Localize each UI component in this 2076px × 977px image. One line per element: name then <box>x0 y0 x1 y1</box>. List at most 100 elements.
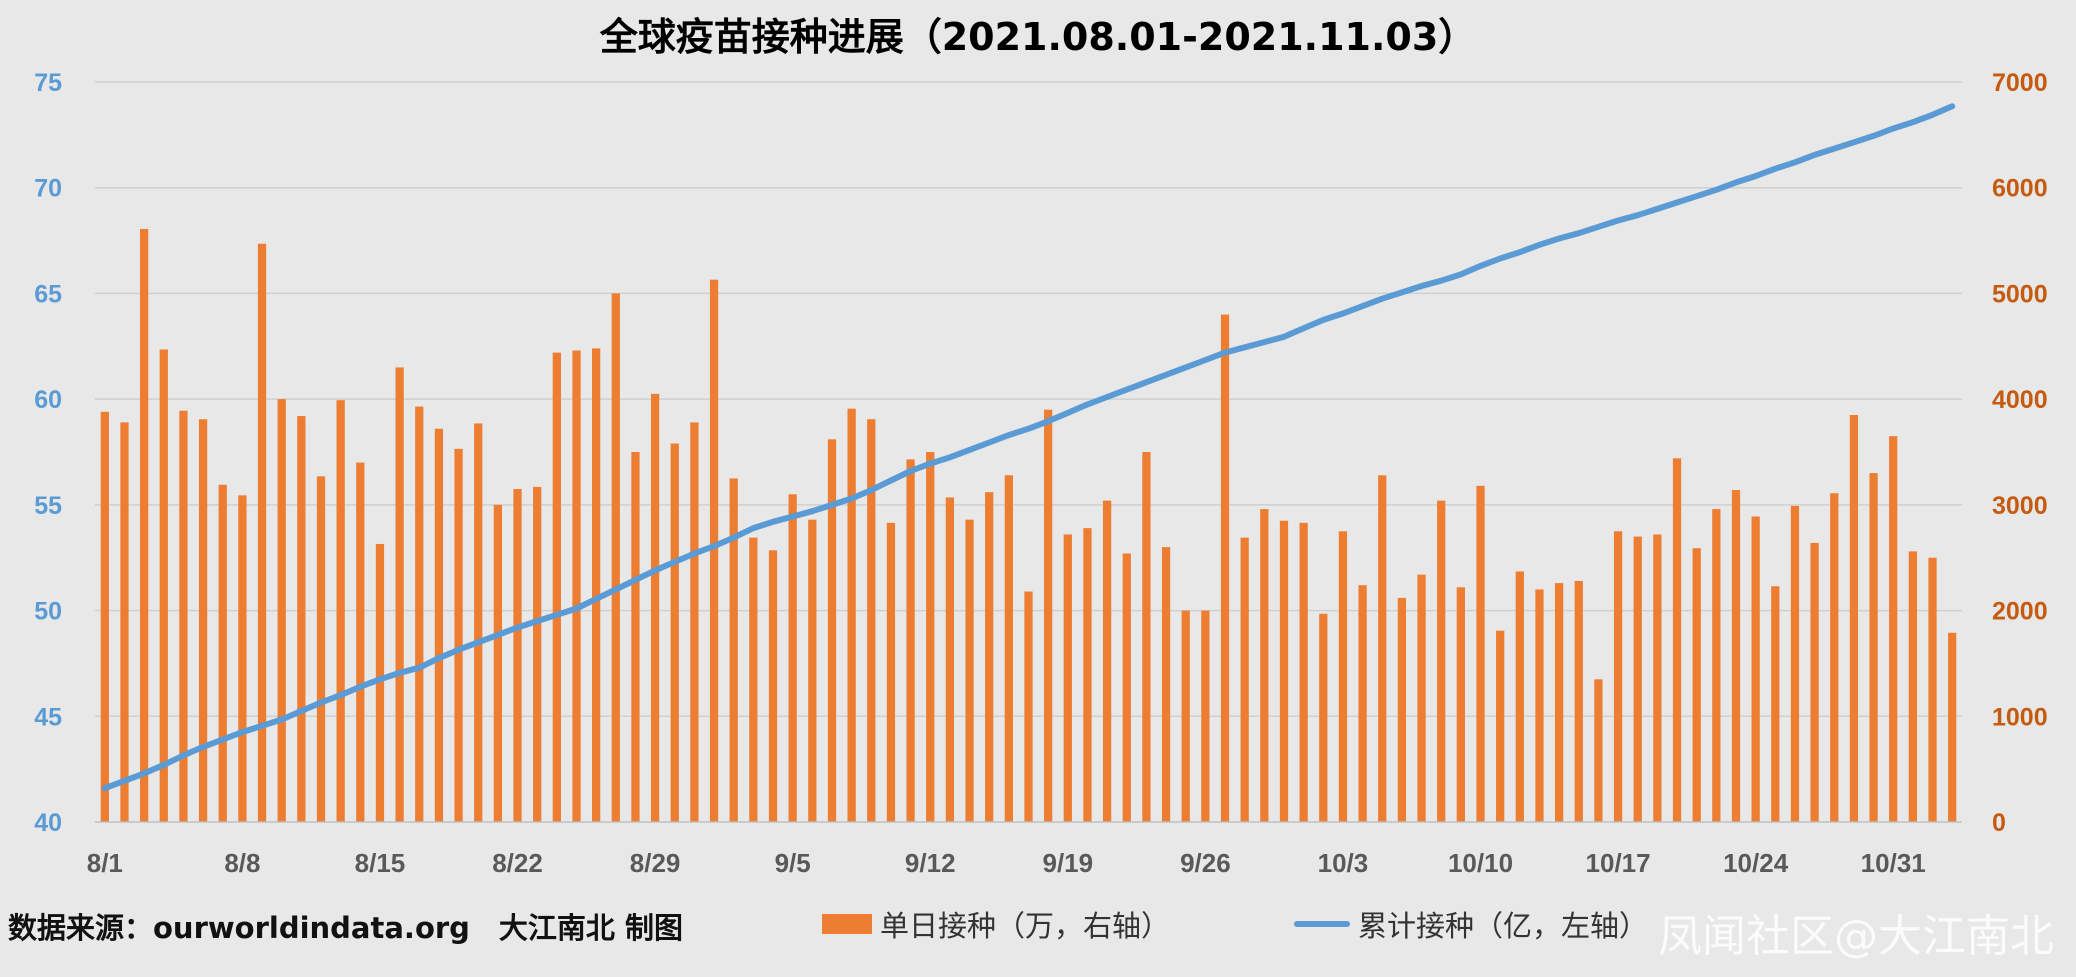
right-axis: 0 1000 2000 3000 4000 5000 6000 7000 <box>1992 69 2048 837</box>
bar <box>120 422 129 822</box>
x-axis-tick-label: 10/10 <box>1448 848 1513 878</box>
bar <box>140 228 149 822</box>
bar <box>1653 534 1662 822</box>
bar <box>827 439 837 822</box>
bar <box>1240 537 1249 822</box>
x-axis-tick-label: 8/29 <box>630 848 681 878</box>
bar <box>1181 610 1190 822</box>
left-axis-tick-label: 65 <box>34 280 62 308</box>
bar <box>1319 613 1328 822</box>
bar <box>1201 610 1210 822</box>
bar <box>1672 458 1682 822</box>
bar <box>592 348 601 822</box>
right-axis-tick-label: 6000 <box>1992 175 2048 203</box>
bar <box>474 423 483 822</box>
bar <box>277 399 286 822</box>
bar <box>788 494 797 822</box>
bar <box>1299 522 1308 822</box>
bar <box>1849 415 1859 822</box>
x-axis-tick-label: 10/3 <box>1318 848 1369 878</box>
bar <box>238 495 247 822</box>
bar <box>1161 547 1171 822</box>
bar <box>1790 505 1800 822</box>
line-series-cumulative <box>101 103 1956 792</box>
right-axis-tick-label: 5000 <box>1992 280 2048 308</box>
bar <box>1279 520 1289 822</box>
right-axis-tick-label: 3000 <box>1992 492 2048 520</box>
cumulative-line <box>101 103 1956 792</box>
right-axis-tick-label: 1000 <box>1992 703 2048 731</box>
x-axis-tick-label: 9/12 <box>905 848 956 878</box>
bar <box>395 367 404 822</box>
right-axis-tick-label: 7000 <box>1992 69 2048 97</box>
x-axis-tick-label: 9/26 <box>1180 848 1231 878</box>
bar <box>297 416 306 822</box>
bar <box>375 543 385 822</box>
bar <box>1004 475 1013 822</box>
legend-label-cumulative: 累计接种（亿，左轴） <box>1358 909 1649 943</box>
bar <box>631 452 640 822</box>
bar <box>906 459 915 822</box>
bar <box>316 476 326 822</box>
bar <box>1574 580 1583 822</box>
bar <box>179 410 188 822</box>
bar <box>926 452 935 822</box>
legend-item-daily: 单日接种（万，右轴） <box>822 903 1170 945</box>
x-axis-tick-label: 10/31 <box>1861 848 1926 878</box>
bar <box>1358 585 1367 822</box>
bar <box>356 462 365 822</box>
legend-swatch-line <box>1294 921 1350 927</box>
bar <box>749 537 758 822</box>
bar <box>1083 528 1092 822</box>
bar <box>572 350 581 822</box>
bar <box>945 497 955 822</box>
grid-lines <box>95 81 1962 718</box>
x-axis-tick-label: 10/24 <box>1723 848 1789 878</box>
bar <box>552 352 561 822</box>
legend-swatch-bar <box>822 914 872 934</box>
left-axis: 40 45 50 55 60 65 70 75 <box>34 69 62 837</box>
bar <box>1554 583 1564 822</box>
bar-series-daily <box>100 228 1957 823</box>
bar <box>650 393 660 822</box>
left-axis-tick-label: 45 <box>34 703 62 731</box>
x-axis-tick-label: 8/22 <box>492 848 543 878</box>
left-axis-tick-label: 55 <box>34 492 62 520</box>
bar <box>985 492 994 822</box>
bar <box>1476 485 1485 822</box>
bar <box>1122 553 1131 822</box>
left-axis-tick-label: 60 <box>34 386 62 414</box>
x-axis-tick-label: 9/19 <box>1043 848 1094 878</box>
bar <box>100 411 109 822</box>
right-axis-tick-label: 2000 <box>1992 598 2048 626</box>
bar <box>690 422 699 822</box>
right-axis-tick-label: 4000 <box>1992 386 2048 414</box>
watermark: 凤闻社区@大江南北 <box>1658 911 2054 962</box>
bar <box>434 428 444 822</box>
bar <box>1594 679 1603 822</box>
x-axis: 8/1 8/8 8/15 8/22 8/29 9/5 9/12 9/19 9/26 10/3 10/… <box>87 821 1962 878</box>
bar <box>1397 597 1407 822</box>
bar <box>1496 630 1505 822</box>
x-axis-tick-label: 8/8 <box>224 848 260 878</box>
bar <box>1948 632 1957 822</box>
bar <box>867 419 876 822</box>
bar <box>1751 516 1760 822</box>
bar <box>1260 509 1269 822</box>
bar <box>1417 574 1426 822</box>
bar <box>415 406 424 822</box>
right-axis-tick-label: 0 <box>1992 809 2006 837</box>
bar <box>1830 493 1839 822</box>
x-axis-tick-label: 10/17 <box>1586 848 1651 878</box>
bar <box>729 478 738 822</box>
bar <box>1515 571 1524 822</box>
bar <box>1908 551 1917 822</box>
bar <box>1869 473 1878 822</box>
x-axis-tick-label: 8/15 <box>355 848 406 878</box>
bar <box>611 293 620 822</box>
bar <box>1456 587 1465 822</box>
bar <box>1712 509 1721 822</box>
bar <box>1928 557 1937 822</box>
bar <box>159 349 168 822</box>
bar <box>1810 542 1819 822</box>
